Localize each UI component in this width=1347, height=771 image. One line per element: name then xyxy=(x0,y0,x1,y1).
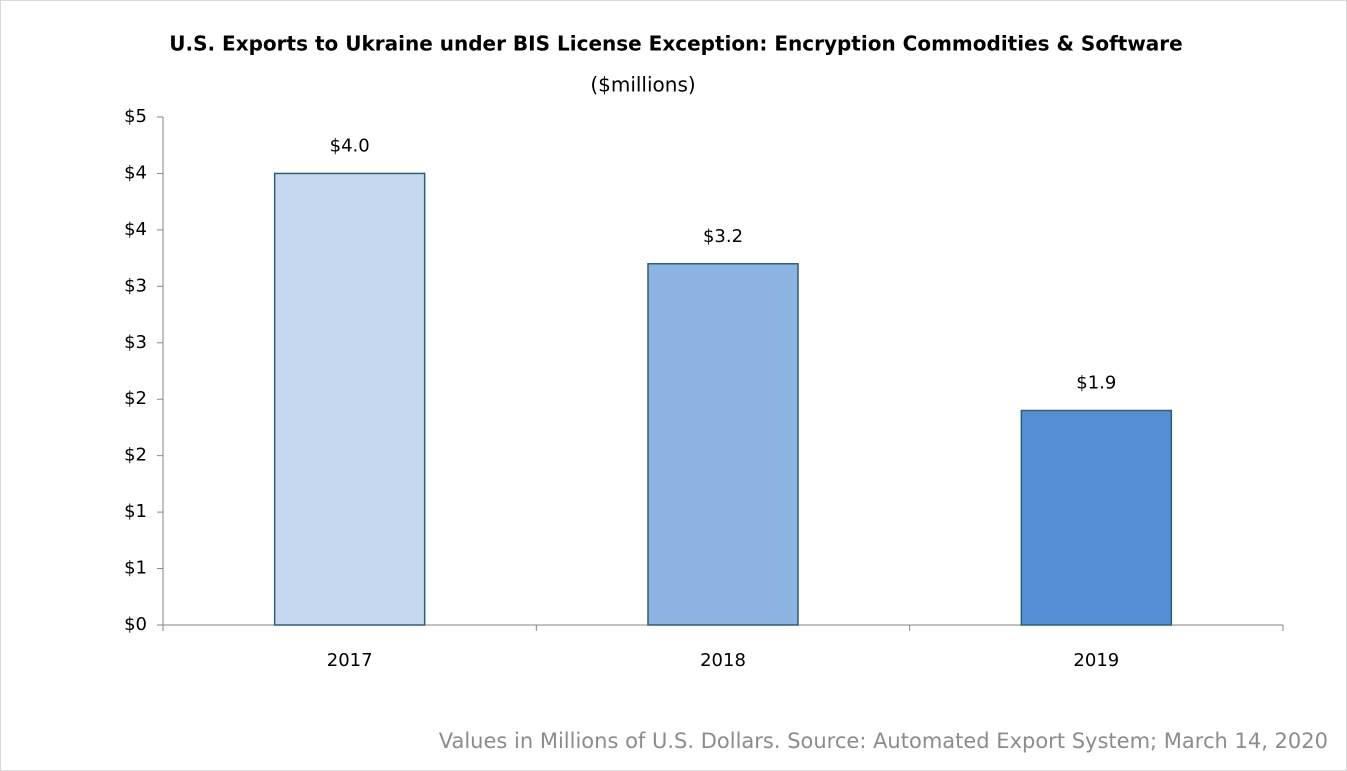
chart-title: U.S. Exports to Ukraine under BIS Licens… xyxy=(169,32,1182,56)
y-tick-label: $1 xyxy=(124,558,147,579)
y-tick-label: $4 xyxy=(124,219,147,240)
bar xyxy=(273,172,426,626)
bar xyxy=(647,263,799,626)
data-label: $1.9 xyxy=(1076,373,1116,394)
data-label: $3.2 xyxy=(703,226,743,247)
y-tick-label: $2 xyxy=(124,445,147,466)
y-tick-label: $5 xyxy=(124,106,147,127)
data-label: $4.0 xyxy=(330,135,370,156)
bar xyxy=(1020,409,1173,626)
y-tick-label: $3 xyxy=(124,332,147,353)
y-tick-label: $4 xyxy=(124,162,147,183)
chart-subtitle: ($millions) xyxy=(590,73,695,97)
y-tick-label: $1 xyxy=(124,501,147,522)
footnote: Values in Millions of U.S. Dollars. Sour… xyxy=(439,729,1328,753)
x-tick-label: 2018 xyxy=(700,650,746,671)
y-tick-label: $2 xyxy=(124,388,147,409)
x-tick-label: 2017 xyxy=(327,650,373,671)
y-tick-label: $3 xyxy=(124,275,147,296)
x-tick-label: 2019 xyxy=(1073,650,1119,671)
y-tick-label: $0 xyxy=(124,614,147,635)
